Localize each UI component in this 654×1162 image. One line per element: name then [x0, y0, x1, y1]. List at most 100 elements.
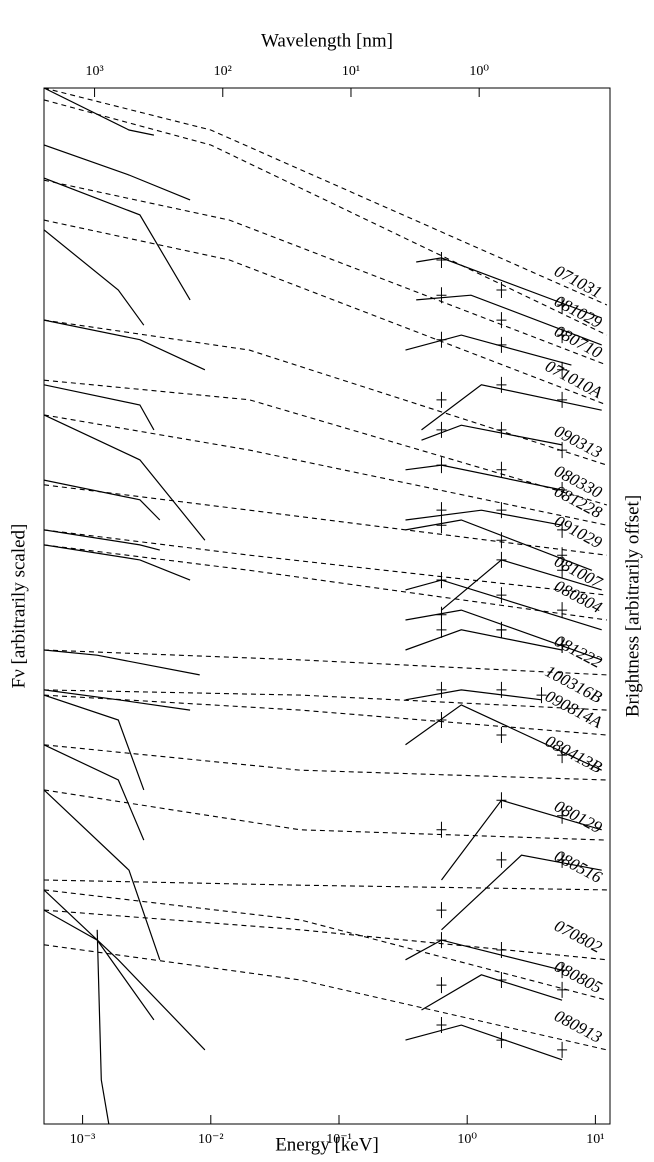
- xray-point: [436, 502, 447, 519]
- xray-point: [557, 981, 568, 998]
- model-line: [44, 879, 607, 891]
- plot-frame: [43, 87, 611, 1125]
- xray-point: [436, 517, 447, 534]
- top-tick-label: 10³: [85, 64, 103, 79]
- optical-fit: [44, 544, 191, 581]
- xray-fit: [441, 854, 602, 931]
- model-line: [44, 219, 608, 406]
- top-axis-label: Wavelength [nm]: [261, 30, 393, 51]
- x-tick-label: 10⁰: [457, 1132, 477, 1147]
- xray-fit: [405, 704, 602, 771]
- xray-fit: [405, 629, 563, 651]
- xray-point: [496, 621, 507, 638]
- xray-point: [496, 312, 507, 329]
- optical-fit: [44, 479, 161, 521]
- xray-point: [557, 297, 568, 314]
- xray-point: [496, 551, 507, 568]
- model-line: [44, 944, 608, 1051]
- model-line: [44, 88, 608, 306]
- x-tick-label: 10⁻²: [198, 1132, 224, 1147]
- xray-point: [436, 977, 447, 994]
- xray-point: [496, 336, 507, 353]
- xray-fit: [405, 519, 593, 571]
- xray-point: [557, 636, 568, 653]
- xray-point: [496, 1032, 507, 1049]
- x-tick-label: 10⁻³: [70, 1132, 96, 1147]
- xray-fit: [405, 609, 602, 661]
- optical-fit: [44, 319, 206, 371]
- xray-point: [557, 962, 568, 979]
- optical-fit: [44, 88, 155, 136]
- xray-fit: [421, 384, 602, 431]
- plot-area: [44, 88, 608, 1124]
- model-line: [44, 909, 607, 961]
- xray-fit: [405, 509, 563, 526]
- xray-point: [436, 821, 447, 838]
- top-tick-label: 10⁰: [469, 64, 489, 79]
- top-tick-label: 10¹: [342, 64, 360, 79]
- model-line: [44, 889, 608, 1001]
- x-axis-label: Energy [keV]: [275, 1134, 379, 1155]
- model-line: [44, 484, 607, 556]
- xray-point: [496, 851, 507, 868]
- optical-fit: [96, 929, 110, 1124]
- top-tick-label: 10²: [214, 64, 232, 79]
- optical-fit: [44, 177, 191, 301]
- grb-label: 080413B: [542, 731, 606, 777]
- xray-point: [557, 851, 568, 868]
- optical-fit: [44, 889, 206, 1051]
- xray-point: [496, 376, 507, 393]
- xray-fit: [421, 424, 563, 446]
- xray-point: [557, 562, 568, 579]
- xray-point: [436, 902, 447, 919]
- xray-point: [536, 687, 547, 704]
- xray-fit: [405, 939, 563, 971]
- xray-fit: [405, 334, 572, 366]
- xray-point: [557, 391, 568, 408]
- xray-point: [496, 792, 507, 809]
- x-tick-label: 10⁻¹: [326, 1132, 352, 1147]
- x-tick-label: 10¹: [586, 1132, 604, 1147]
- optical-fit: [44, 694, 145, 791]
- xray-point: [436, 932, 447, 949]
- model-line: [44, 689, 607, 711]
- y2-axis-label: Brightness [arbitrarily offset]: [622, 495, 643, 717]
- optical-fit: [44, 229, 145, 326]
- model-line: [44, 744, 607, 781]
- model-line: [44, 319, 608, 466]
- model-line: [44, 789, 607, 841]
- model-line: [44, 649, 607, 676]
- xray-point: [557, 807, 568, 824]
- xray-point: [557, 327, 568, 344]
- xray-point: [496, 461, 507, 478]
- xray-point: [557, 547, 568, 564]
- xray-point: [436, 287, 447, 304]
- xray-point: [496, 726, 507, 743]
- xray-fit: [405, 1024, 563, 1061]
- xray-point: [557, 747, 568, 764]
- xray-point: [436, 251, 447, 268]
- xray-point: [557, 521, 568, 538]
- xray-fit: [421, 974, 563, 1011]
- xray-point: [436, 711, 447, 728]
- optical-fit: [44, 144, 191, 201]
- optical-fit: [44, 789, 161, 960]
- model-line: [44, 379, 608, 506]
- xray-point: [496, 941, 507, 958]
- xray-point: [496, 587, 507, 604]
- xray-point: [436, 421, 447, 438]
- optical-fit: [44, 414, 206, 541]
- grb-label: 070802: [551, 916, 605, 957]
- xray-point: [557, 442, 568, 459]
- xray-point: [496, 681, 507, 698]
- grb-label: 080129: [551, 796, 605, 837]
- xray-point: [557, 481, 568, 498]
- xray-point: [436, 572, 447, 589]
- xray-point: [496, 532, 507, 549]
- grb-label: 080516: [551, 846, 605, 887]
- optical-fit: [44, 744, 145, 841]
- xray-point: [436, 681, 447, 698]
- xray-point: [436, 391, 447, 408]
- model-line: [44, 544, 607, 621]
